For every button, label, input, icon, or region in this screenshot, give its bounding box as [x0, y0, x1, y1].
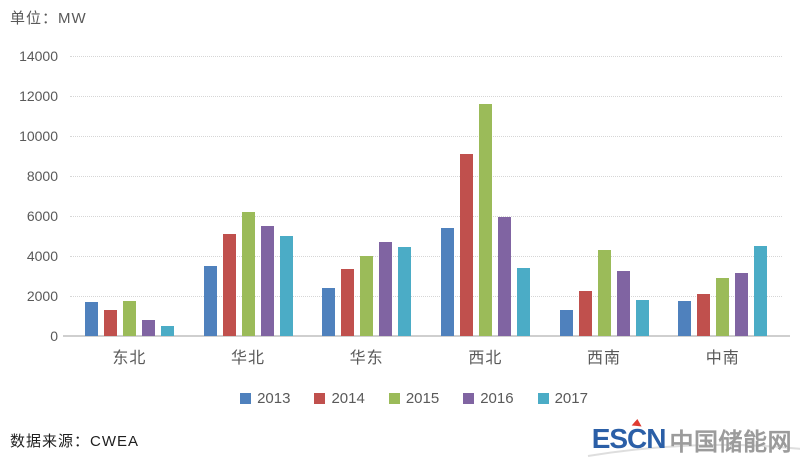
bar-2016-中南	[735, 273, 749, 336]
y-axis-tick-label: 8000	[26, 168, 58, 184]
y-axis-tick-label: 4000	[26, 248, 58, 264]
bar-group-中南	[663, 56, 782, 336]
x-axis-baseline	[63, 335, 790, 337]
bar-2014-华东	[341, 269, 355, 336]
legend-swatch-icon	[537, 393, 549, 404]
bar-2013-华北	[203, 266, 217, 336]
bar-2017-西北	[516, 268, 530, 336]
legend-swatch-icon	[388, 393, 400, 404]
y-axis-tick-label: 2000	[26, 288, 58, 304]
y-axis-tick-label: 6000	[26, 208, 58, 224]
bar-group-东北	[70, 56, 189, 336]
bar-2015-中南	[716, 278, 730, 336]
bar-2013-西南	[559, 310, 573, 336]
legend-item-2014: 2014	[314, 390, 365, 407]
logo-swoosh-curve	[587, 443, 800, 457]
bar-2014-华北	[222, 234, 236, 336]
legend-swatch-icon	[240, 393, 252, 404]
x-axis-label-中南: 中南	[705, 350, 740, 367]
y-axis-tick-label: 10000	[19, 128, 58, 144]
legend-label: 2016	[480, 390, 514, 407]
gridline	[70, 176, 782, 177]
legend-item-2013: 2013	[240, 390, 290, 407]
gridline	[70, 136, 782, 137]
bar-2013-西北	[440, 228, 454, 336]
legend-item-2016: 2016	[463, 390, 514, 407]
bar-2015-西南	[597, 250, 611, 336]
bar-groups	[70, 56, 782, 336]
logo-red-accent-icon	[631, 418, 643, 427]
bar-2015-华北	[241, 212, 255, 336]
bar-group-华东	[307, 56, 426, 336]
bar-2016-西南	[616, 271, 630, 336]
gridline	[70, 56, 782, 57]
x-axis-label-东北: 东北	[112, 350, 147, 367]
bar-group-西北	[426, 56, 545, 336]
bar-group-西南	[545, 56, 664, 336]
x-axis-label-华东: 华东	[349, 350, 384, 367]
escn-logo: ESCN 中国储能网	[587, 418, 800, 457]
y-axis-tick-label: 12000	[19, 88, 58, 104]
bar-2015-华东	[360, 256, 374, 336]
gridline	[70, 96, 782, 97]
logo-chinese-text: 中国储能网	[669, 428, 792, 456]
gridline	[70, 216, 782, 217]
bar-2014-西南	[578, 291, 592, 336]
legend-swatch-icon	[463, 393, 475, 404]
bar-2014-东北	[103, 310, 117, 336]
bar-2015-西北	[478, 104, 492, 336]
legend-label: 2015	[405, 390, 440, 407]
legend-label: 2013	[257, 390, 291, 407]
unit-label: 单位：MW	[10, 10, 87, 27]
bar-2016-华东	[379, 242, 393, 336]
bar-2013-东北	[84, 302, 98, 336]
logo-escn-text: ESCN	[591, 423, 667, 454]
y-axis-tick-label: 0	[50, 328, 58, 344]
gridline	[70, 256, 782, 257]
bar-2013-华东	[322, 288, 336, 336]
x-axis-label-华北: 华北	[231, 350, 266, 367]
legend-item-2015: 2015	[388, 390, 440, 407]
bar-2017-中南	[754, 246, 768, 336]
bar-2016-华北	[260, 226, 274, 336]
legend-label: 2014	[331, 390, 365, 407]
bar-group-华北	[189, 56, 308, 336]
bar-2017-华北	[279, 236, 293, 336]
x-axis-labels: 东北 华北 华东 西北 西南 中南	[70, 344, 782, 368]
gridline	[70, 296, 782, 297]
bar-2016-东北	[141, 320, 155, 336]
bar-2017-东北	[160, 326, 174, 336]
x-axis-label-西北: 西北	[468, 350, 503, 367]
y-axis-tick-label: 14000	[19, 48, 58, 64]
bar-2014-中南	[697, 294, 711, 336]
x-axis-label-西南: 西南	[587, 350, 622, 367]
legend-label: 2017	[554, 390, 588, 407]
source-label: 数据来源：CWEA	[10, 433, 140, 450]
legend-item-2017: 2017	[537, 390, 588, 407]
bar-2013-中南	[678, 301, 692, 336]
bar-2014-西北	[459, 154, 473, 336]
legend-swatch-icon	[314, 393, 326, 404]
chart-legend: 2013 2014 2015 2016 2017	[0, 390, 800, 407]
plot-area: 14000 12000 10000 8000 6000 4000 2000 0	[0, 48, 800, 344]
bar-2017-西南	[635, 300, 649, 336]
bar-2015-东北	[122, 301, 136, 336]
bar-2016-西北	[497, 217, 511, 336]
bar-2017-华东	[398, 247, 412, 336]
